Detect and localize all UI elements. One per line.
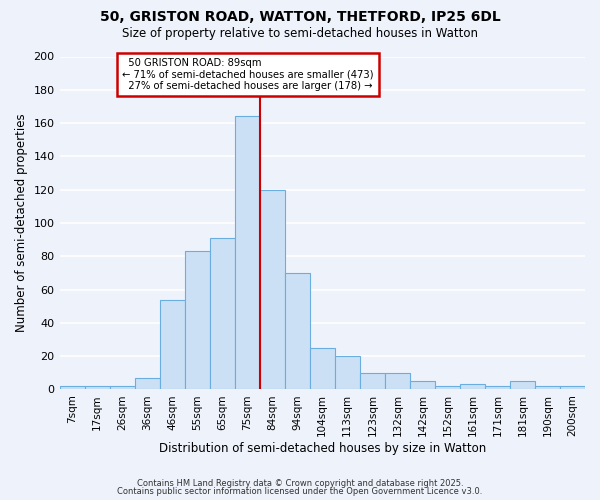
X-axis label: Distribution of semi-detached houses by size in Watton: Distribution of semi-detached houses by … xyxy=(158,442,486,455)
Bar xyxy=(360,373,385,390)
Bar xyxy=(185,252,209,390)
Bar xyxy=(385,373,410,390)
Bar xyxy=(285,273,310,390)
Bar xyxy=(134,378,160,390)
Bar xyxy=(460,384,485,390)
Bar xyxy=(209,238,235,390)
Bar xyxy=(510,381,535,390)
Bar xyxy=(485,386,510,390)
Text: Contains HM Land Registry data © Crown copyright and database right 2025.: Contains HM Land Registry data © Crown c… xyxy=(137,478,463,488)
Text: Size of property relative to semi-detached houses in Watton: Size of property relative to semi-detach… xyxy=(122,28,478,40)
Bar xyxy=(435,386,460,390)
Bar xyxy=(260,190,285,390)
Text: 50 GRISTON ROAD: 89sqm
← 71% of semi-detached houses are smaller (473)
  27% of : 50 GRISTON ROAD: 89sqm ← 71% of semi-det… xyxy=(122,58,374,92)
Bar xyxy=(310,348,335,390)
Bar xyxy=(85,386,110,390)
Bar xyxy=(160,300,185,390)
Bar xyxy=(110,386,134,390)
Bar xyxy=(535,386,560,390)
Text: 50, GRISTON ROAD, WATTON, THETFORD, IP25 6DL: 50, GRISTON ROAD, WATTON, THETFORD, IP25… xyxy=(100,10,500,24)
Bar xyxy=(560,386,585,390)
Bar xyxy=(235,116,260,390)
Y-axis label: Number of semi-detached properties: Number of semi-detached properties xyxy=(15,114,28,332)
Bar xyxy=(59,386,85,390)
Bar xyxy=(335,356,360,390)
Bar xyxy=(410,381,435,390)
Text: Contains public sector information licensed under the Open Government Licence v3: Contains public sector information licen… xyxy=(118,487,482,496)
